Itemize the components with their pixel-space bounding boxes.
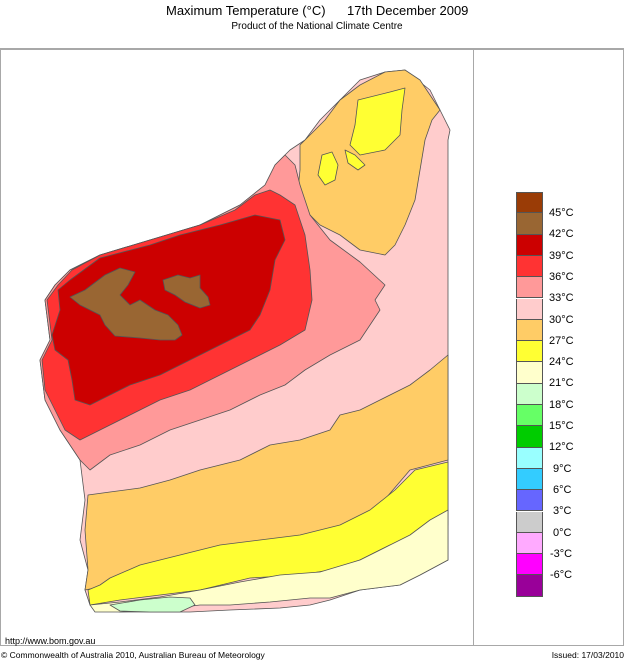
legend-swatch-31 xyxy=(516,298,543,320)
legend-swatch-10 xyxy=(516,447,543,469)
issued-date: Issued: 17/03/2010 xyxy=(551,650,624,660)
legend-swatch-1 xyxy=(516,511,543,533)
legend-label: 45°C xyxy=(549,207,574,219)
legend-swatch-4 xyxy=(516,490,543,512)
copyright-text: © Commonwealth of Australia 2010, Austra… xyxy=(1,650,265,660)
subtitle-text: Product of the National Climate Centre xyxy=(231,21,403,32)
legend-swatch-m2 xyxy=(516,532,543,555)
legend-label: 24°C xyxy=(549,356,574,369)
legend-swatch-16 xyxy=(516,405,543,427)
legend-label: 36°C xyxy=(549,270,574,283)
zone-18-21 xyxy=(109,596,196,613)
legend-label: 39°C xyxy=(549,249,574,262)
legend-label: 0°C xyxy=(553,526,572,539)
title-date: 17th December 2009 xyxy=(347,3,469,18)
legend-label: 27°C xyxy=(549,334,574,347)
subtitle: Product of the National Climate Centre xyxy=(0,21,626,32)
zone-24-27-north-c xyxy=(344,149,366,171)
legend-label: 9°C xyxy=(553,462,572,475)
zone-24-27-north-b xyxy=(317,151,339,186)
zone-21-24 xyxy=(89,509,449,613)
legend-swatch-13 xyxy=(516,426,543,448)
legend-label: 6°C xyxy=(553,483,572,496)
zone-42-45-b xyxy=(162,274,211,309)
title-text: Maximum Temperature (°C) xyxy=(166,3,326,18)
legend-swatch-m8 xyxy=(516,575,543,597)
legend-swatch-34 xyxy=(516,277,543,299)
legend-swatch-25 xyxy=(516,341,543,363)
zone-39-42 xyxy=(51,214,286,406)
map-frame xyxy=(0,48,624,646)
legend-label: 42°C xyxy=(549,228,574,241)
legend-swatch-46 xyxy=(516,192,543,214)
zone-24-27-north-a xyxy=(349,87,406,156)
legend-label: 3°C xyxy=(553,505,572,518)
legend-swatch-43 xyxy=(516,213,543,235)
bom-url-link[interactable]: http://www.bom.gov.au xyxy=(5,636,96,646)
legend-swatch-22 xyxy=(516,362,543,384)
legend-label: 30°C xyxy=(549,313,574,326)
panel-divider xyxy=(473,48,474,646)
legend-label: 15°C xyxy=(549,420,574,432)
legend-label: 18°C xyxy=(549,398,574,411)
legend-swatch-m5 xyxy=(516,554,543,576)
temperature-map xyxy=(39,69,451,613)
legend-label: 33°C xyxy=(549,292,574,305)
zone-42-45-a xyxy=(69,267,183,341)
legend-swatch-19 xyxy=(516,383,543,405)
legend-label: -6°C xyxy=(550,569,573,582)
legend-swatch-40 xyxy=(516,234,543,256)
legend-label: -3°C xyxy=(550,547,573,560)
legend-label: 21°C xyxy=(549,377,574,390)
legend-label: 12°C xyxy=(549,441,574,454)
legend-swatch-28 xyxy=(516,319,543,342)
legend-swatch-7 xyxy=(516,468,543,491)
zone-27-30-north xyxy=(297,69,441,256)
legend-swatch-37 xyxy=(516,255,543,278)
